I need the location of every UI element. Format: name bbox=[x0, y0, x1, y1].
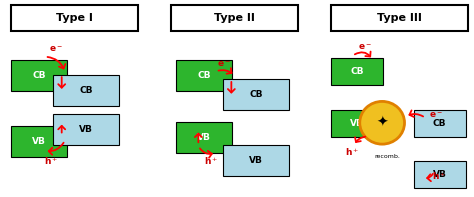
Text: e$^-$: e$^-$ bbox=[429, 110, 443, 120]
FancyBboxPatch shape bbox=[53, 114, 119, 145]
Text: e$^-$: e$^-$ bbox=[48, 44, 63, 54]
FancyBboxPatch shape bbox=[414, 110, 465, 137]
FancyBboxPatch shape bbox=[223, 145, 289, 176]
Text: ✦: ✦ bbox=[376, 116, 388, 130]
FancyBboxPatch shape bbox=[171, 5, 298, 31]
Text: h$^+$: h$^+$ bbox=[204, 156, 218, 167]
Text: h$^+$: h$^+$ bbox=[345, 146, 360, 158]
Text: e$^-$: e$^-$ bbox=[217, 59, 231, 69]
Text: CB: CB bbox=[197, 71, 211, 80]
Ellipse shape bbox=[360, 101, 404, 144]
FancyBboxPatch shape bbox=[331, 110, 383, 137]
Text: e$^-$: e$^-$ bbox=[358, 43, 372, 52]
Text: h$^+$: h$^+$ bbox=[432, 170, 447, 182]
FancyBboxPatch shape bbox=[331, 5, 468, 31]
FancyBboxPatch shape bbox=[11, 126, 67, 157]
Text: VB: VB bbox=[32, 137, 46, 146]
FancyBboxPatch shape bbox=[223, 79, 289, 110]
FancyBboxPatch shape bbox=[53, 75, 119, 106]
FancyBboxPatch shape bbox=[331, 58, 383, 85]
FancyBboxPatch shape bbox=[176, 60, 232, 91]
FancyBboxPatch shape bbox=[11, 5, 138, 31]
Text: VB: VB bbox=[79, 125, 93, 134]
Text: Type II: Type II bbox=[214, 13, 255, 23]
Text: Type I: Type I bbox=[56, 13, 93, 23]
Text: VB: VB bbox=[197, 133, 211, 142]
Text: VB: VB bbox=[249, 156, 263, 165]
Text: VB: VB bbox=[350, 119, 364, 128]
FancyBboxPatch shape bbox=[11, 60, 67, 91]
FancyBboxPatch shape bbox=[414, 161, 465, 188]
Text: CB: CB bbox=[433, 119, 447, 128]
Text: CB: CB bbox=[350, 67, 364, 76]
Text: CB: CB bbox=[32, 71, 46, 80]
Text: recomb.: recomb. bbox=[374, 154, 400, 159]
Text: VB: VB bbox=[433, 170, 447, 179]
Text: CB: CB bbox=[249, 90, 263, 99]
Text: Type III: Type III bbox=[377, 13, 422, 23]
Text: CB: CB bbox=[80, 86, 93, 95]
FancyBboxPatch shape bbox=[176, 122, 232, 153]
Text: h$^+$: h$^+$ bbox=[44, 156, 58, 167]
